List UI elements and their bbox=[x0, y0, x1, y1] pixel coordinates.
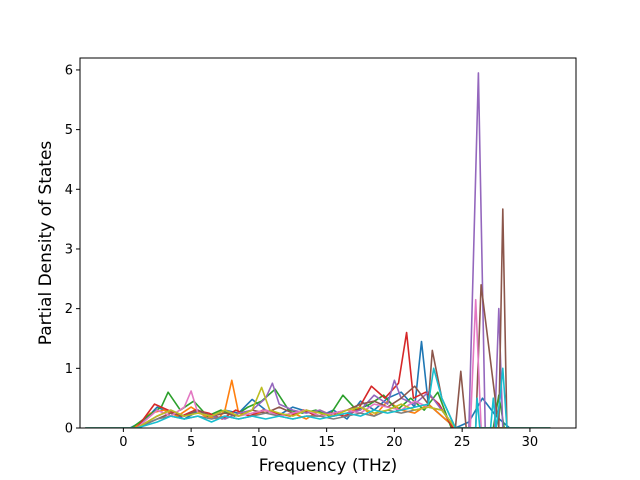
series-line-5 bbox=[85, 72, 551, 428]
x-tick-label: 5 bbox=[187, 435, 195, 450]
series-line-6 bbox=[85, 208, 551, 428]
y-tick-label: 0 bbox=[65, 422, 73, 437]
x-tick-label: 20 bbox=[386, 435, 403, 450]
series-group bbox=[85, 72, 551, 428]
y-tick-label: 1 bbox=[65, 362, 73, 377]
y-tick-label: 3 bbox=[65, 242, 73, 257]
series-line-10 bbox=[85, 367, 551, 428]
x-axis-ticks: 0 5 10 15 20 25 30 bbox=[119, 428, 538, 450]
y-tick-label: 5 bbox=[65, 123, 73, 138]
y-tick-label: 4 bbox=[65, 183, 73, 198]
x-tick-label: 15 bbox=[318, 435, 335, 450]
x-tick-label: 25 bbox=[454, 435, 471, 450]
y-tick-label: 6 bbox=[65, 63, 73, 78]
x-axis-label: Frequency (THz) bbox=[259, 456, 398, 476]
y-tick-label: 2 bbox=[65, 302, 73, 317]
x-tick-label: 30 bbox=[522, 435, 539, 450]
y-axis-ticks: 0 1 2 3 4 5 6 bbox=[65, 63, 80, 437]
x-tick-label: 0 bbox=[119, 435, 127, 450]
y-axis-label: Partial Density of States bbox=[36, 141, 56, 346]
plot-area bbox=[85, 72, 551, 428]
x-tick-label: 10 bbox=[251, 435, 268, 450]
plot-frame bbox=[79, 57, 577, 429]
